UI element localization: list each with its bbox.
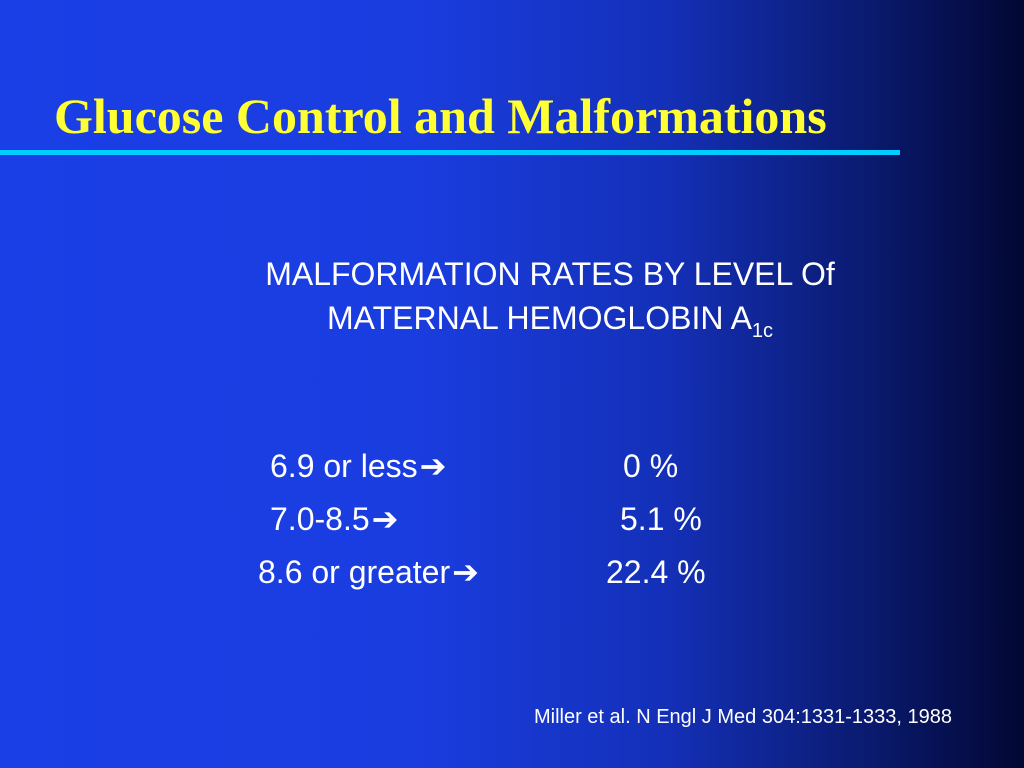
rate-row-label: 6.9 or less➔	[270, 446, 446, 486]
subtitle-line-1: MALFORMATION RATES BY LEVEL Of	[265, 256, 835, 292]
subtitle-line-2-text: MATERNAL HEMOGLOBIN A	[326, 300, 752, 336]
rate-row-label: 8.6 or greater➔	[258, 552, 479, 592]
rate-label-text: 8.6 or greater	[258, 554, 451, 590]
rate-row: 8.6 or greater➔ 22.4 %	[0, 552, 1024, 592]
right-arrow-icon: ➔	[452, 554, 479, 590]
slide-title: Glucose Control and Malformations	[54, 88, 827, 144]
rate-row: 7.0-8.5➔ 5.1 %	[0, 499, 1024, 539]
right-arrow-icon: ➔	[419, 448, 447, 484]
title-underline-rule	[0, 150, 900, 155]
rate-label-text: 7.0-8.5	[270, 501, 370, 537]
rate-row-value: 5.1 %	[620, 501, 702, 537]
right-arrow-icon: ➔	[371, 501, 399, 537]
rate-row-value: 0 %	[623, 448, 679, 484]
subtitle-line-2: MATERNAL HEMOGLOBIN A1c	[150, 296, 950, 342]
rate-row: 6.9 or less➔ 0 %	[0, 446, 1024, 486]
rate-row-label: 7.0-8.5➔	[270, 499, 398, 539]
subtitle-subscript: 1c	[751, 320, 774, 342]
rate-label-text: 6.9 or less	[270, 448, 418, 484]
rate-row-value: 22.4 %	[606, 554, 706, 590]
slide-subtitle: MALFORMATION RATES BY LEVEL Of MATERNAL …	[150, 252, 950, 342]
citation: Miller et al. N Engl J Med 304:1331-1333…	[533, 706, 952, 728]
